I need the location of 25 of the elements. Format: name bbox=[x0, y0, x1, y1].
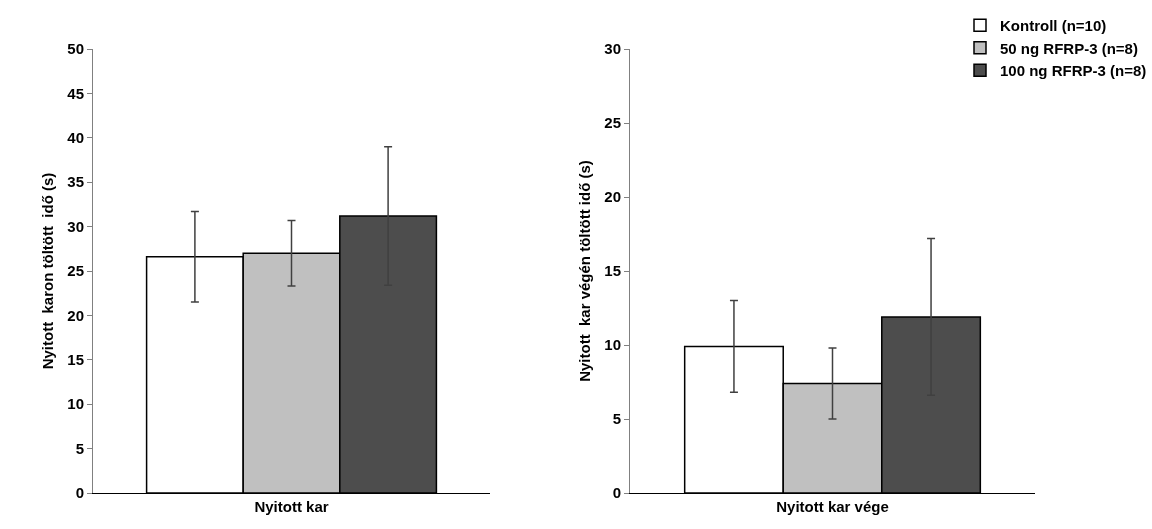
y-axis-title: Nyitott karon töltött idő (s) bbox=[38, 172, 56, 370]
x-tick-label: Nyitott kar vége bbox=[776, 498, 889, 515]
y-tick-label: 40 bbox=[67, 129, 84, 147]
x-tick-label: Nyitott kar bbox=[254, 498, 329, 515]
y-tick-label: 0 bbox=[75, 484, 84, 502]
y-tick-label: 10 bbox=[67, 395, 84, 413]
y-tick-label: 25 bbox=[67, 262, 84, 280]
legend-label: Kontroll (n=10) bbox=[1000, 17, 1107, 35]
y-tick-label: 35 bbox=[67, 173, 84, 191]
y-tick-label: 10 bbox=[604, 336, 621, 354]
legend-label: 100 ng RFRP-3 (n=8) bbox=[1000, 62, 1147, 80]
y-tick-label: 15 bbox=[67, 351, 84, 369]
y-tick-label: 25 bbox=[604, 114, 621, 132]
y-tick-label: 0 bbox=[612, 484, 621, 502]
y-tick-label: 20 bbox=[67, 306, 84, 324]
y-tick-label: 30 bbox=[604, 40, 621, 58]
y-axis-title: Nyitott kar végén töltött idő (s) bbox=[575, 160, 593, 382]
y-tick-label: 5 bbox=[612, 410, 621, 428]
y-tick-label: 5 bbox=[75, 439, 84, 457]
y-tick-label: 15 bbox=[604, 262, 621, 280]
y-tick-label: 30 bbox=[67, 217, 84, 235]
legend-label: 50 ng RFRP-3 (n=8) bbox=[1000, 39, 1138, 57]
y-tick-label: 20 bbox=[604, 188, 621, 206]
y-tick-label: 45 bbox=[67, 84, 84, 102]
y-tick-label: 50 bbox=[67, 40, 84, 58]
